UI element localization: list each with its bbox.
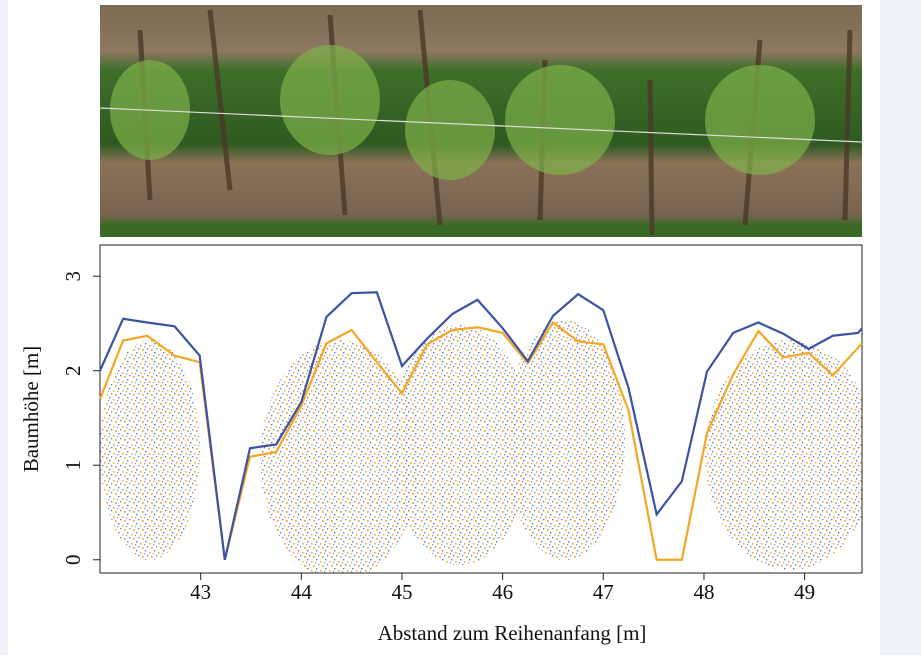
x-tick-label: 45 bbox=[391, 580, 412, 604]
y-axis-label: Baumhöhe [m] bbox=[19, 346, 43, 473]
x-tick-label: 43 bbox=[190, 580, 211, 604]
y-tick-label: 0 bbox=[61, 555, 85, 566]
point-clouds bbox=[100, 320, 862, 573]
y-tick-label: 2 bbox=[61, 365, 85, 376]
x-tick-label: 48 bbox=[693, 580, 714, 604]
plot-frame bbox=[99, 244, 863, 574]
y-tick-label: 1 bbox=[61, 460, 85, 471]
x-tick-label: 44 bbox=[291, 580, 313, 604]
orchard-photo bbox=[99, 5, 863, 237]
x-tick-label: 46 bbox=[492, 580, 513, 604]
x-tick-label: 47 bbox=[593, 580, 614, 604]
x-tick-label: 49 bbox=[794, 580, 815, 604]
x-axis-label: Abstand zum Reihenanfang [m] bbox=[378, 621, 647, 645]
y-tick-label: 3 bbox=[61, 271, 85, 282]
series-line bbox=[98, 291, 863, 561]
